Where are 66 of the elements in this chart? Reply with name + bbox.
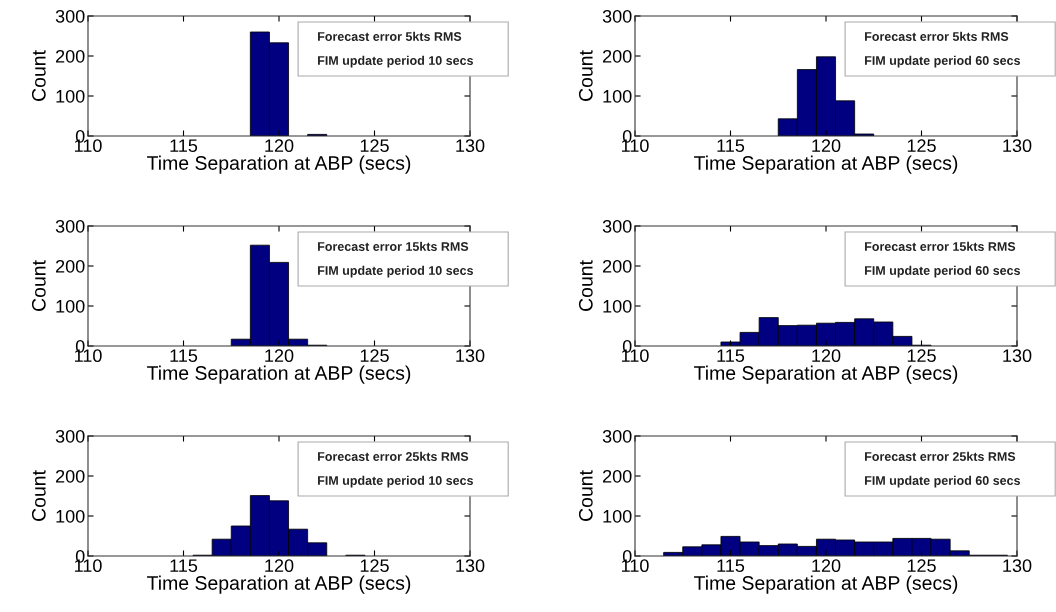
x-tick-label: 120 — [265, 559, 294, 573]
x-tick-label: 115 — [717, 349, 745, 363]
y-axis-title: Count — [578, 260, 593, 311]
y-tick-label: 300 — [602, 219, 632, 233]
x-tick-label: 120 — [812, 349, 841, 363]
x-axis-title: Time Separation at ABP (secs) — [694, 365, 958, 384]
x-tick-label: 115 — [170, 349, 198, 363]
annotation: FIM update period 60 secs — [865, 475, 1020, 488]
y-tick-label: 300 — [55, 429, 85, 443]
y-axis-title: Count — [31, 260, 46, 311]
x-tick-label: 130 — [1003, 559, 1032, 573]
x-tick-label: 125 — [907, 559, 936, 573]
annotation: Forecast error 25kts RMS — [865, 451, 1016, 461]
y-axis-title: Count — [31, 50, 46, 101]
x-tick-label: 125 — [360, 139, 389, 153]
x-tick-label: 120 — [812, 139, 841, 153]
y-tick-label: 100 — [56, 299, 85, 313]
x-axis-title: Time Separation at ABP (secs) — [694, 155, 958, 174]
x-tick-label: 120 — [265, 349, 294, 363]
x-tick-label: 115 — [170, 559, 198, 573]
annotation: Forecast error 25kts RMS — [318, 451, 469, 461]
y-tick-label: 300 — [602, 429, 632, 443]
x-tick-label: 115 — [717, 559, 745, 573]
annotation: Forecast error 15kts RMS — [865, 241, 1016, 251]
annotation: FIM update period 10 secs — [318, 55, 473, 68]
y-tick-label: 100 — [603, 509, 632, 523]
y-tick-label: 200 — [603, 259, 632, 273]
y-tick-label: 200 — [603, 49, 632, 63]
x-axis-title: Time Separation at ABP (secs) — [147, 575, 411, 594]
x-tick-label: 120 — [265, 139, 294, 153]
y-tick-label: 300 — [55, 9, 85, 23]
annotation: FIM update period 10 secs — [318, 475, 473, 488]
x-tick-label: 130 — [1003, 139, 1032, 153]
y-tick-label: 200 — [603, 469, 632, 483]
x-tick-label: 125 — [360, 349, 389, 363]
x-axis-title: Time Separation at ABP (secs) — [147, 155, 411, 174]
y-axis-title: Count — [578, 470, 593, 521]
annotation: FIM update period 60 secs — [865, 55, 1020, 68]
x-tick-label: 130 — [456, 349, 485, 363]
y-tick-label: 100 — [603, 299, 632, 313]
annotation: Forecast error 5kts RMS — [318, 31, 462, 41]
x-tick-label: 130 — [456, 559, 485, 573]
y-axis-title: Count — [31, 470, 46, 521]
x-tick-label: 125 — [907, 139, 936, 153]
y-tick-label: 100 — [56, 89, 85, 103]
y-tick-label: 200 — [56, 49, 85, 63]
annotation: FIM update period 10 secs — [318, 265, 473, 278]
x-tick-label: 125 — [360, 559, 389, 573]
x-tick-label: 130 — [1003, 349, 1032, 363]
x-tick-label: 125 — [907, 349, 936, 363]
y-tick-label: 100 — [56, 509, 85, 523]
annotation: Forecast error 15kts RMS — [318, 241, 469, 251]
annotation: Forecast error 5kts RMS — [865, 31, 1009, 41]
x-tick-label: 120 — [812, 559, 841, 573]
x-axis-title: Time Separation at ABP (secs) — [147, 365, 411, 384]
x-tick-label: 115 — [717, 139, 745, 153]
x-tick-label: 115 — [170, 139, 198, 153]
y-tick-label: 300 — [602, 9, 632, 23]
x-axis-title: Time Separation at ABP (secs) — [694, 575, 958, 594]
annotation: FIM update period 60 secs — [865, 265, 1020, 278]
x-tick-label: 130 — [456, 139, 485, 153]
y-tick-label: 300 — [55, 219, 85, 233]
y-tick-label: 100 — [603, 89, 632, 103]
y-tick-label: 200 — [56, 469, 85, 483]
y-tick-label: 200 — [56, 259, 85, 273]
y-axis-title: Count — [578, 50, 593, 101]
